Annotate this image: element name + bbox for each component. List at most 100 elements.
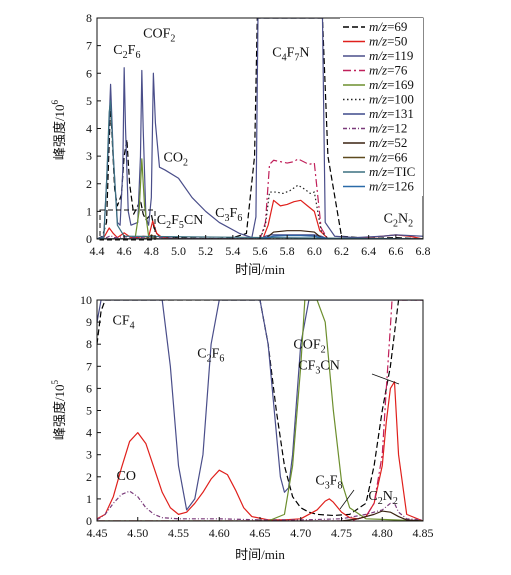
x-tick-label: 4.75	[331, 526, 352, 540]
x-tick-label: 4.60	[209, 526, 230, 540]
y-tick-label: 1	[86, 492, 92, 506]
legend-entry-label: m/z=12	[369, 121, 407, 136]
peak-label-c3f8: C3F8	[315, 474, 342, 492]
x-tick-label: 5.8	[280, 244, 295, 258]
svg-text:峰强度/105: 峰强度/105	[50, 379, 67, 440]
y-tick-label: 5	[86, 404, 92, 418]
y-tick-label: 7	[86, 39, 92, 53]
peak-label-cof2: COF2	[143, 26, 175, 44]
series-line-m-z-50	[97, 381, 423, 521]
legend-entry-label: m/z=131	[369, 106, 414, 121]
top-x-axis-title: 时间/min	[235, 262, 285, 277]
y-tick-label: 7	[86, 359, 92, 373]
x-tick-label: 4.45	[87, 526, 108, 540]
series-line-m-z-tic	[97, 100, 423, 239]
bottom-y-axis-title: 峰强度/105	[50, 379, 67, 440]
top-y-axis-title-exp: 6	[50, 99, 60, 104]
legend-entry-label: m/z=169	[369, 77, 414, 92]
y-tick-label: 2	[86, 470, 92, 484]
bottom-y-axis: 0 1 2 3 4 5 6 7 8 9 10	[80, 293, 101, 528]
peak-label-c2f5cn: C2F5CN	[157, 213, 204, 231]
series-line-m-z-169	[97, 300, 423, 521]
bottom-y-axis-title-exp: 5	[50, 379, 60, 384]
legend-entry-label: m/z=100	[369, 92, 414, 107]
series-line-m-z-50	[97, 199, 423, 239]
y-tick-label: 3	[86, 149, 92, 163]
series-line-m-z-52	[97, 510, 423, 521]
legend-entry-label: m/z=50	[369, 34, 407, 49]
c3f8-leader-line	[339, 489, 355, 510]
peak-label-c2n2: C2N2	[368, 489, 397, 507]
y-tick-label: 0	[86, 514, 92, 528]
series-line-m-z-66	[97, 234, 423, 239]
series-line-m-z-119	[97, 300, 423, 511]
legend-entry-label: m/z=76	[369, 63, 408, 78]
top-chart: 0 1 2 3 4 5 6 7 8 4.4 4.6 4.8 5.0 5.2 5.4 5.6 5.8 6.0 6.2…	[50, 11, 431, 277]
x-tick-label: 5.6	[253, 244, 268, 258]
bottom-peak-labels: CF4 C2F6 CO COF2 CF3CN C3F8 C2N2	[112, 313, 397, 507]
x-tick-label: 5.0	[171, 244, 186, 258]
x-tick-label: 5.4	[225, 244, 240, 258]
bottom-x-axis-title: 时间/min	[235, 547, 285, 562]
x-tick-label: 4.4	[90, 244, 105, 258]
x-tick-label: 4.50	[127, 526, 148, 540]
x-tick-label: 4.55	[168, 526, 189, 540]
y-tick-label: 3	[86, 448, 92, 462]
bottom-plot-frame	[96, 299, 424, 522]
legend-entry-label: m/z=69	[369, 19, 407, 34]
y-tick-label: 4	[86, 122, 92, 136]
peak-label-cof2: COF2	[293, 338, 325, 356]
top-x-axis: 4.4 4.6 4.8 5.0 5.2 5.4 5.6 5.8 6.0 6.2 6.4 6.6 6.8	[90, 235, 431, 258]
peak-label-c2n2: C2N2	[384, 211, 413, 229]
top-y-axis: 0 1 2 3 4 5 6 7 8	[86, 11, 101, 246]
peak-label-co: CO	[117, 469, 136, 484]
x-tick-label: 6.0	[307, 244, 322, 258]
legend-entry-label: m/z=119	[369, 48, 413, 63]
series-line-m-z-126	[97, 235, 423, 239]
x-tick-label: 4.85	[413, 526, 434, 540]
x-tick-label: 5.2	[198, 244, 213, 258]
series-line-m-z-12	[97, 235, 423, 239]
bottom-y-axis-title-main: 峰强度/10	[52, 384, 67, 440]
top-y-axis-title: 峰强度/106	[50, 99, 67, 160]
legend-entry-label: m/z=52	[369, 135, 407, 150]
y-tick-label: 6	[86, 381, 92, 395]
peak-label-c2f6: C2F6	[197, 346, 224, 364]
series-line-m-z-76	[97, 300, 423, 521]
y-tick-label: 5	[86, 94, 92, 108]
y-tick-label: 1	[86, 204, 92, 218]
legend-entry-label: m/z=TIC	[369, 164, 415, 179]
x-tick-label: 4.70	[290, 526, 311, 540]
legend-entry-label: m/z=66	[369, 150, 408, 165]
y-tick-label: 6	[86, 66, 92, 80]
x-tick-label: 4.6	[117, 244, 132, 258]
peak-label-co2: CO2	[164, 151, 188, 169]
x-tick-label: 6.6	[388, 244, 403, 258]
top-y-axis-title-main: 峰强度/10	[52, 104, 67, 160]
top-zoom-region-box	[99, 209, 156, 241]
legend-entry-label: m/z=126	[369, 179, 414, 194]
x-tick-label: 6.8	[416, 244, 431, 258]
cf3cn-leader-line	[371, 373, 400, 385]
x-tick-label: 4.65	[250, 526, 271, 540]
svg-text:峰强度/106: 峰强度/106	[50, 99, 67, 160]
y-tick-label: 2	[86, 177, 92, 191]
y-tick-label: 8	[86, 11, 92, 25]
peak-label-cf4: CF4	[112, 313, 134, 331]
peak-label-c3f6: C3F6	[215, 206, 242, 224]
bottom-x-axis: 4.45 4.50 4.55 4.60 4.65 4.70 4.75 4.80 4.85	[87, 517, 434, 540]
series-line-m-z-69	[97, 300, 423, 517]
peak-label-c4f7n: C4F7N	[272, 46, 309, 64]
y-tick-label: 8	[86, 337, 92, 351]
legend-background	[340, 18, 423, 196]
bottom-chart: 0 1 2 3 4 5 6 7 8 9 10 4.45 4.50 4.55 4.60 4.65 4.70 4.7…	[50, 293, 434, 562]
peak-label-cf3cn: CF3CN	[298, 359, 340, 377]
x-tick-label: 6.4	[361, 244, 376, 258]
y-tick-label: 9	[86, 315, 92, 329]
peak-label-c2f6: C2F6	[113, 43, 140, 61]
top-legend: m/z=69m/z=50m/z=119m/z=76m/z=169m/z=100m…	[340, 18, 423, 196]
series-line-m-z-100	[97, 184, 423, 239]
y-tick-label: 0	[86, 232, 92, 246]
